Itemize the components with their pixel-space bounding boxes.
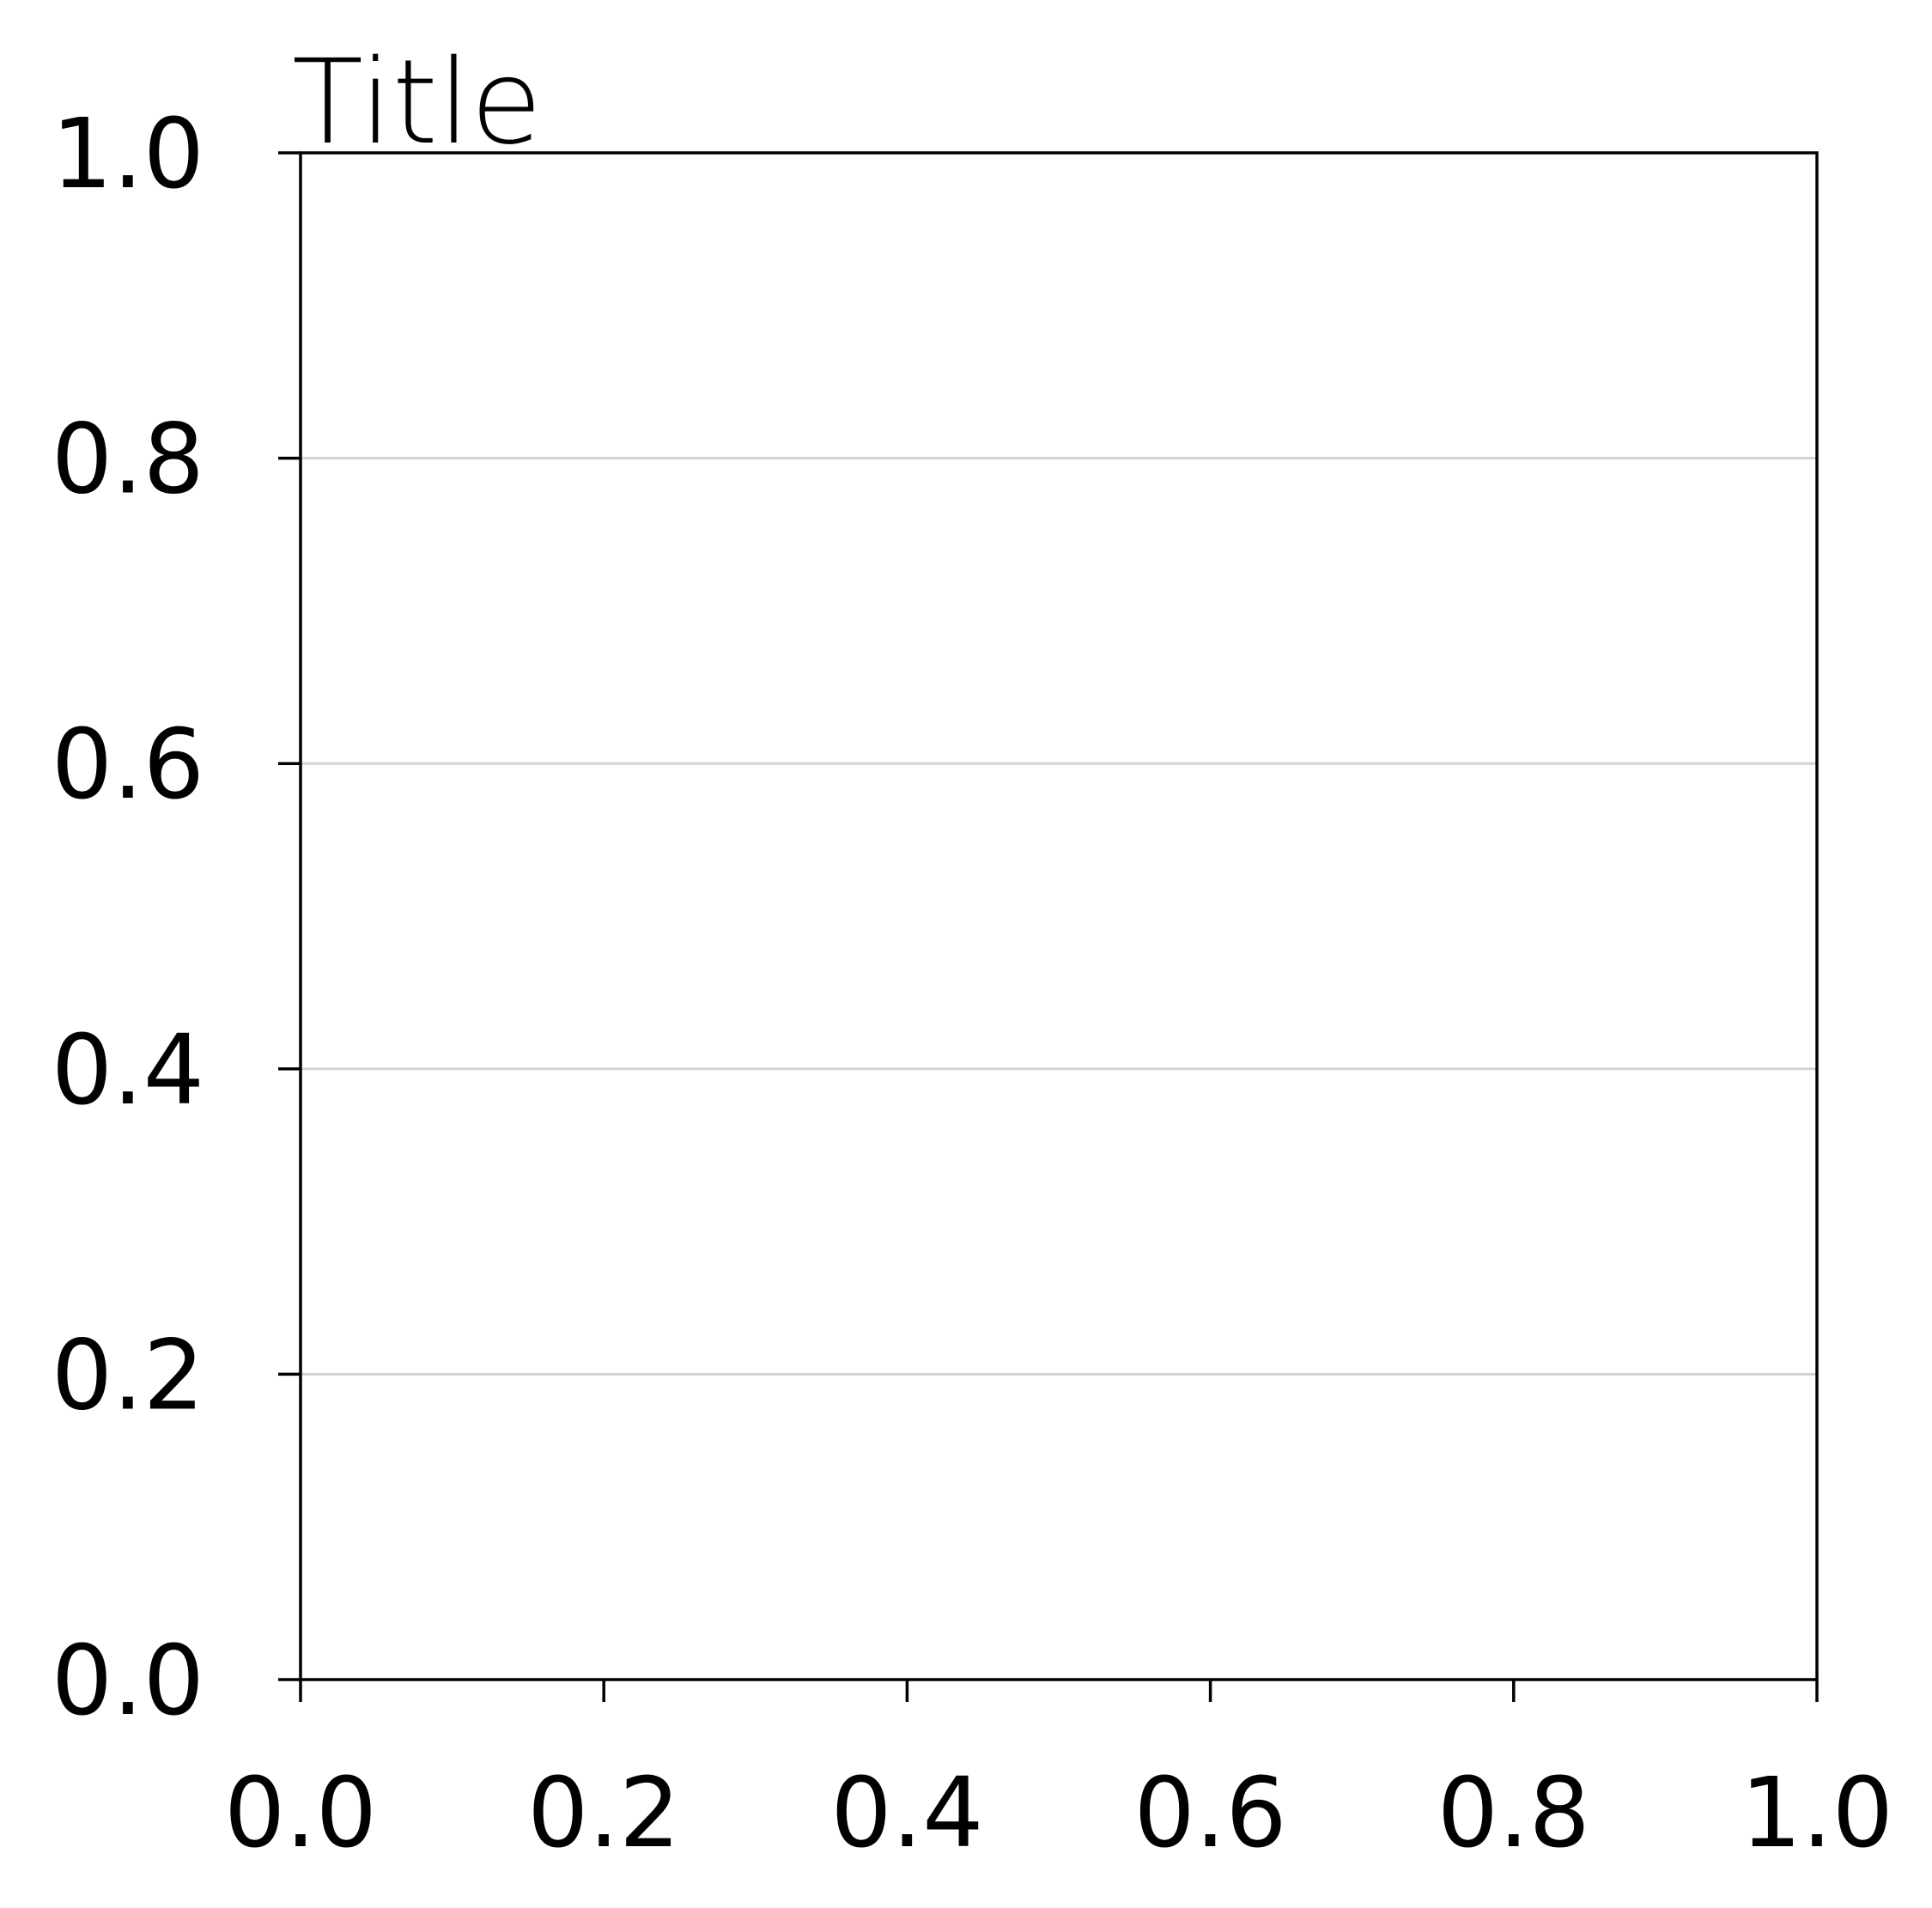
x-tick-label-0: 0.0: [224, 1758, 377, 1869]
grid-lines: [301, 457, 1817, 1376]
y-tick-label-0: 0.0: [52, 1625, 204, 1737]
y-tick-label-1: 0.2: [52, 1320, 204, 1431]
tick-labels: 0.0 0.2 0.4 0.6 0.8 1.0 0.0 0.2 0.4 0.6 0.8 1.0: [52, 99, 1893, 1869]
y-tick-label-3: 0.6: [52, 709, 204, 821]
axes-frame: [299, 151, 1819, 1681]
x-tick-label-5: 1.0: [1741, 1758, 1893, 1869]
x-tick-label-3: 0.6: [1134, 1758, 1287, 1869]
chart-title: Title: [292, 35, 542, 171]
y-tick-label-4: 0.8: [52, 404, 204, 516]
x-tick-label-4: 0.8: [1437, 1758, 1590, 1869]
y-tick-label-5: 1.0: [52, 99, 204, 210]
tick-marks: [278, 151, 1819, 1702]
x-tick-label-1: 0.2: [527, 1758, 680, 1869]
x-tick-label-2: 0.4: [830, 1758, 983, 1869]
y-tick-label-2: 0.4: [52, 1015, 204, 1127]
